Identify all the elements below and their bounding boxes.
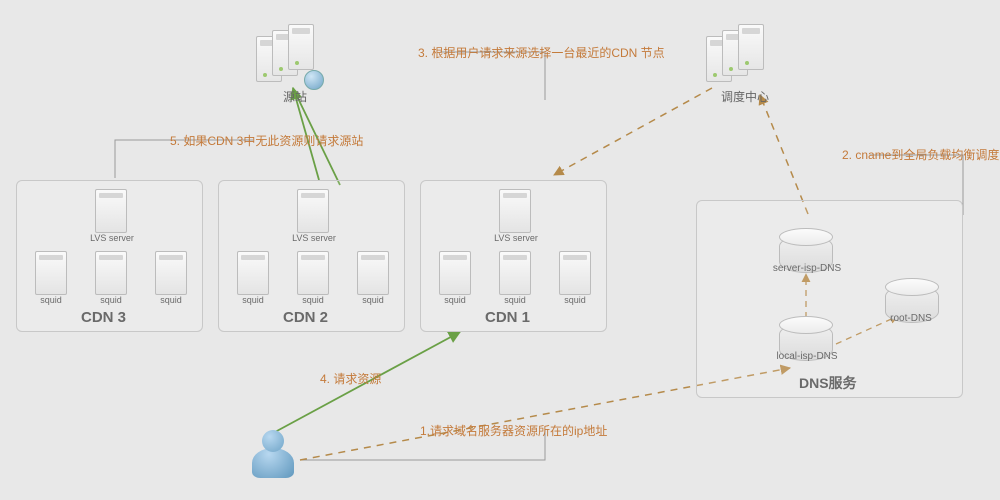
server-icon <box>95 189 127 233</box>
server-icon <box>288 24 314 70</box>
cdn1-title: CDN 1 <box>485 309 530 326</box>
root-dns-label: root-DNS <box>879 313 943 324</box>
dispatch-servers: 调度中心 <box>706 24 784 86</box>
lvs-label: LVS server <box>491 233 541 243</box>
squid-label: squid <box>29 295 73 305</box>
squid-label: squid <box>149 295 193 305</box>
server-icon <box>95 251 127 295</box>
cdn3-title: CDN 3 <box>81 309 126 326</box>
annotation-1: 1.请求域名服务器资源所在的ip地址 <box>420 422 607 439</box>
server-icon <box>439 251 471 295</box>
server-icon <box>237 251 269 295</box>
server-icon <box>297 189 329 233</box>
server-icon <box>738 24 764 70</box>
squid-label: squid <box>89 295 133 305</box>
server-icon <box>559 251 591 295</box>
server-isp-dns-label: server-isp-DNS <box>767 263 847 274</box>
edge-e3b <box>554 88 712 175</box>
dispatch-label: 调度中心 <box>706 88 784 105</box>
annotation-5: 5. 如果CDN 3中无此资源则请求源站 <box>170 132 363 149</box>
user-icon <box>250 430 296 480</box>
dns-box: server-isp-DNS local-isp-DNS root-DNS DN… <box>696 200 963 398</box>
diagram-stage: { "type": "network-flowchart", "canvas":… <box>0 0 1000 500</box>
squid-label: squid <box>433 295 477 305</box>
cdn2-box: LVS server squid squid squid CDN 2 <box>218 180 405 332</box>
globe-icon <box>304 70 324 90</box>
annotation-3: 3. 根据用户请求来源选择一台最近的CDN 节点 <box>418 44 665 61</box>
dns-title: DNS服务 <box>799 373 857 393</box>
origin-servers: 源站 <box>256 24 334 86</box>
local-isp-dns-label: local-isp-DNS <box>767 351 847 362</box>
server-icon <box>35 251 67 295</box>
server-icon <box>499 189 531 233</box>
edge-e2b <box>760 95 808 214</box>
lvs-label: LVS server <box>87 233 137 243</box>
lvs-label: LVS server <box>289 233 339 243</box>
annotation-2: 2. cname到全局负载均衡调度中心 <box>842 146 1000 163</box>
server-icon <box>357 251 389 295</box>
squid-label: squid <box>231 295 275 305</box>
annotation-4: 4. 请求资源 <box>320 370 381 387</box>
server-icon <box>499 251 531 295</box>
cdn3-box: LVS server squid squid squid CDN 3 <box>16 180 203 332</box>
squid-label: squid <box>493 295 537 305</box>
server-icon <box>297 251 329 295</box>
squid-label: squid <box>351 295 395 305</box>
squid-label: squid <box>291 295 335 305</box>
server-icon <box>155 251 187 295</box>
cdn2-title: CDN 2 <box>283 309 328 326</box>
origin-label: 源站 <box>256 88 334 105</box>
squid-label: squid <box>553 295 597 305</box>
cdn1-box: LVS server squid squid squid CDN 1 <box>420 180 607 332</box>
